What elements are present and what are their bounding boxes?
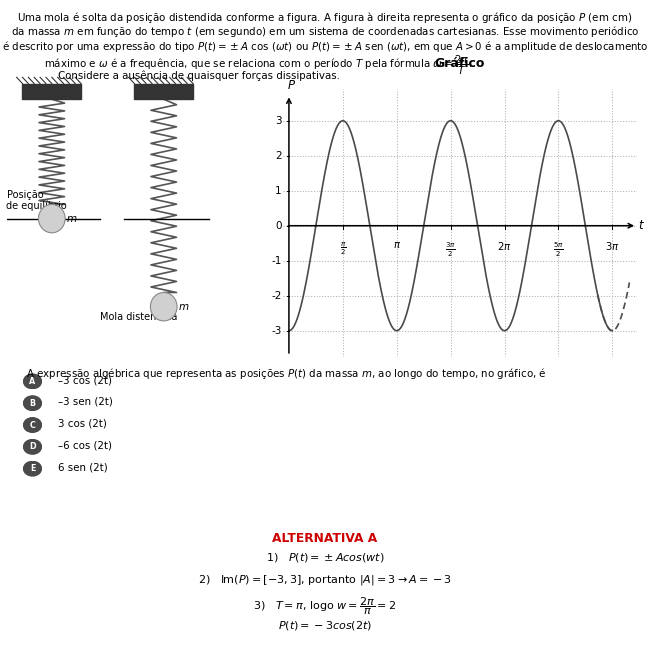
- Text: é descrito por uma expressão do tipo $P(t) = \pm A$ cos $(\omega t)$ ou $P(t) = : é descrito por uma expressão do tipo $P(…: [2, 39, 648, 54]
- Text: 1: 1: [275, 186, 281, 196]
- Text: 1)   $P(t) = \pm Acos(wt)$: 1) $P(t) = \pm Acos(wt)$: [266, 551, 384, 564]
- Text: 2)   Im$(P) = [-3, 3]$, portanto $|A| = 3 \rightarrow A = -3$: 2) Im$(P) = [-3, 3]$, portanto $|A| = 3 …: [198, 573, 452, 587]
- Text: –3 cos (2t): –3 cos (2t): [58, 375, 112, 385]
- Text: t: t: [638, 219, 643, 232]
- Text: -2: -2: [271, 291, 281, 301]
- Text: $P(t) = -3cos(2t)$: $P(t) = -3cos(2t)$: [278, 619, 372, 633]
- Bar: [135, 83, 193, 99]
- Circle shape: [23, 461, 42, 476]
- Text: Uma mola é solta da posição distendida conforme a figura. A figura à direita rep: Uma mola é solta da posição distendida c…: [18, 10, 632, 25]
- Text: $\frac{3\pi}{2}$: $\frac{3\pi}{2}$: [445, 241, 456, 258]
- Text: $m$: $m$: [66, 214, 78, 223]
- Text: Gráfico: Gráfico: [435, 58, 485, 71]
- Circle shape: [23, 374, 42, 389]
- Text: máximo e $\omega$ é a frequência, que se relaciona com o período $T$ pela fórmul: máximo e $\omega$ é a frequência, que se…: [44, 54, 473, 77]
- Text: 3 cos (2t): 3 cos (2t): [58, 418, 107, 429]
- Text: -3: -3: [271, 326, 281, 336]
- Text: P: P: [288, 79, 295, 92]
- Bar: [23, 83, 81, 99]
- Circle shape: [23, 418, 42, 432]
- Text: $\frac{\pi}{2}$: $\frac{\pi}{2}$: [339, 241, 346, 257]
- Text: D: D: [29, 442, 36, 451]
- Text: –6 cos (2t): –6 cos (2t): [58, 440, 112, 451]
- Text: –3 sen (2t): –3 sen (2t): [58, 397, 113, 407]
- Circle shape: [150, 292, 177, 321]
- Circle shape: [23, 396, 42, 410]
- Text: E: E: [30, 464, 35, 473]
- Text: 3)   $T = \pi$, logo $w = \dfrac{2\pi}{\pi} = 2$: 3) $T = \pi$, logo $w = \dfrac{2\pi}{\pi…: [254, 596, 396, 617]
- Text: Considere a ausência de quaisquer forças dissipativas.: Considere a ausência de quaisquer forças…: [58, 71, 341, 81]
- Text: 6 sen (2t): 6 sen (2t): [58, 462, 109, 473]
- Text: de equilíbrio: de equilíbrio: [6, 200, 67, 211]
- Text: -1: -1: [271, 256, 281, 266]
- Text: $3\pi$: $3\pi$: [605, 241, 619, 253]
- Text: 2: 2: [275, 151, 281, 161]
- Text: $\frac{5\pi}{2}$: $\frac{5\pi}{2}$: [553, 241, 564, 258]
- Text: $\pi$: $\pi$: [393, 241, 401, 251]
- Text: 0: 0: [275, 221, 281, 231]
- Text: A expressão algébrica que representa as posições $P(t)$ da massa $m$, ao longo d: A expressão algébrica que representa as …: [26, 366, 547, 381]
- Circle shape: [23, 440, 42, 454]
- Text: C: C: [29, 420, 36, 430]
- Circle shape: [38, 204, 65, 233]
- Text: B: B: [29, 399, 36, 408]
- Text: A: A: [29, 377, 36, 386]
- Text: da massa $m$ em função do tempo $t$ (em segundo) em um sistema de coordenadas ca: da massa $m$ em função do tempo $t$ (em …: [11, 24, 639, 40]
- Text: $2\pi$: $2\pi$: [497, 241, 512, 253]
- Text: 3: 3: [275, 116, 281, 126]
- Text: $m$: $m$: [178, 301, 190, 312]
- Text: Posição: Posição: [6, 190, 43, 200]
- Text: Mola distendida: Mola distendida: [100, 313, 177, 323]
- Text: ALTERNATIVA A: ALTERNATIVA A: [272, 532, 378, 545]
